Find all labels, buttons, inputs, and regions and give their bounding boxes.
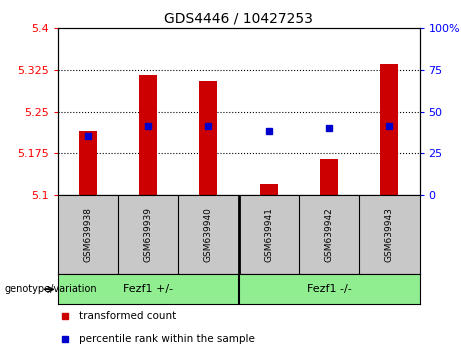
Text: GSM639940: GSM639940 <box>204 207 213 262</box>
Text: genotype/variation: genotype/variation <box>5 284 97 295</box>
Bar <box>139 75 157 195</box>
Text: percentile rank within the sample: percentile rank within the sample <box>79 334 255 344</box>
Title: GDS4446 / 10427253: GDS4446 / 10427253 <box>164 12 313 26</box>
Text: Fezf1 +/-: Fezf1 +/- <box>123 284 173 295</box>
Text: GSM639942: GSM639942 <box>325 207 334 262</box>
Bar <box>380 64 398 195</box>
Bar <box>199 81 218 195</box>
Bar <box>320 159 338 195</box>
Text: GSM639943: GSM639943 <box>385 207 394 262</box>
Text: GSM639939: GSM639939 <box>143 207 153 262</box>
Text: transformed count: transformed count <box>79 311 177 321</box>
Bar <box>260 184 278 195</box>
Bar <box>79 131 97 195</box>
Text: Fezf1 -/-: Fezf1 -/- <box>307 284 351 295</box>
Text: GSM639938: GSM639938 <box>83 207 92 262</box>
Text: GSM639941: GSM639941 <box>264 207 273 262</box>
